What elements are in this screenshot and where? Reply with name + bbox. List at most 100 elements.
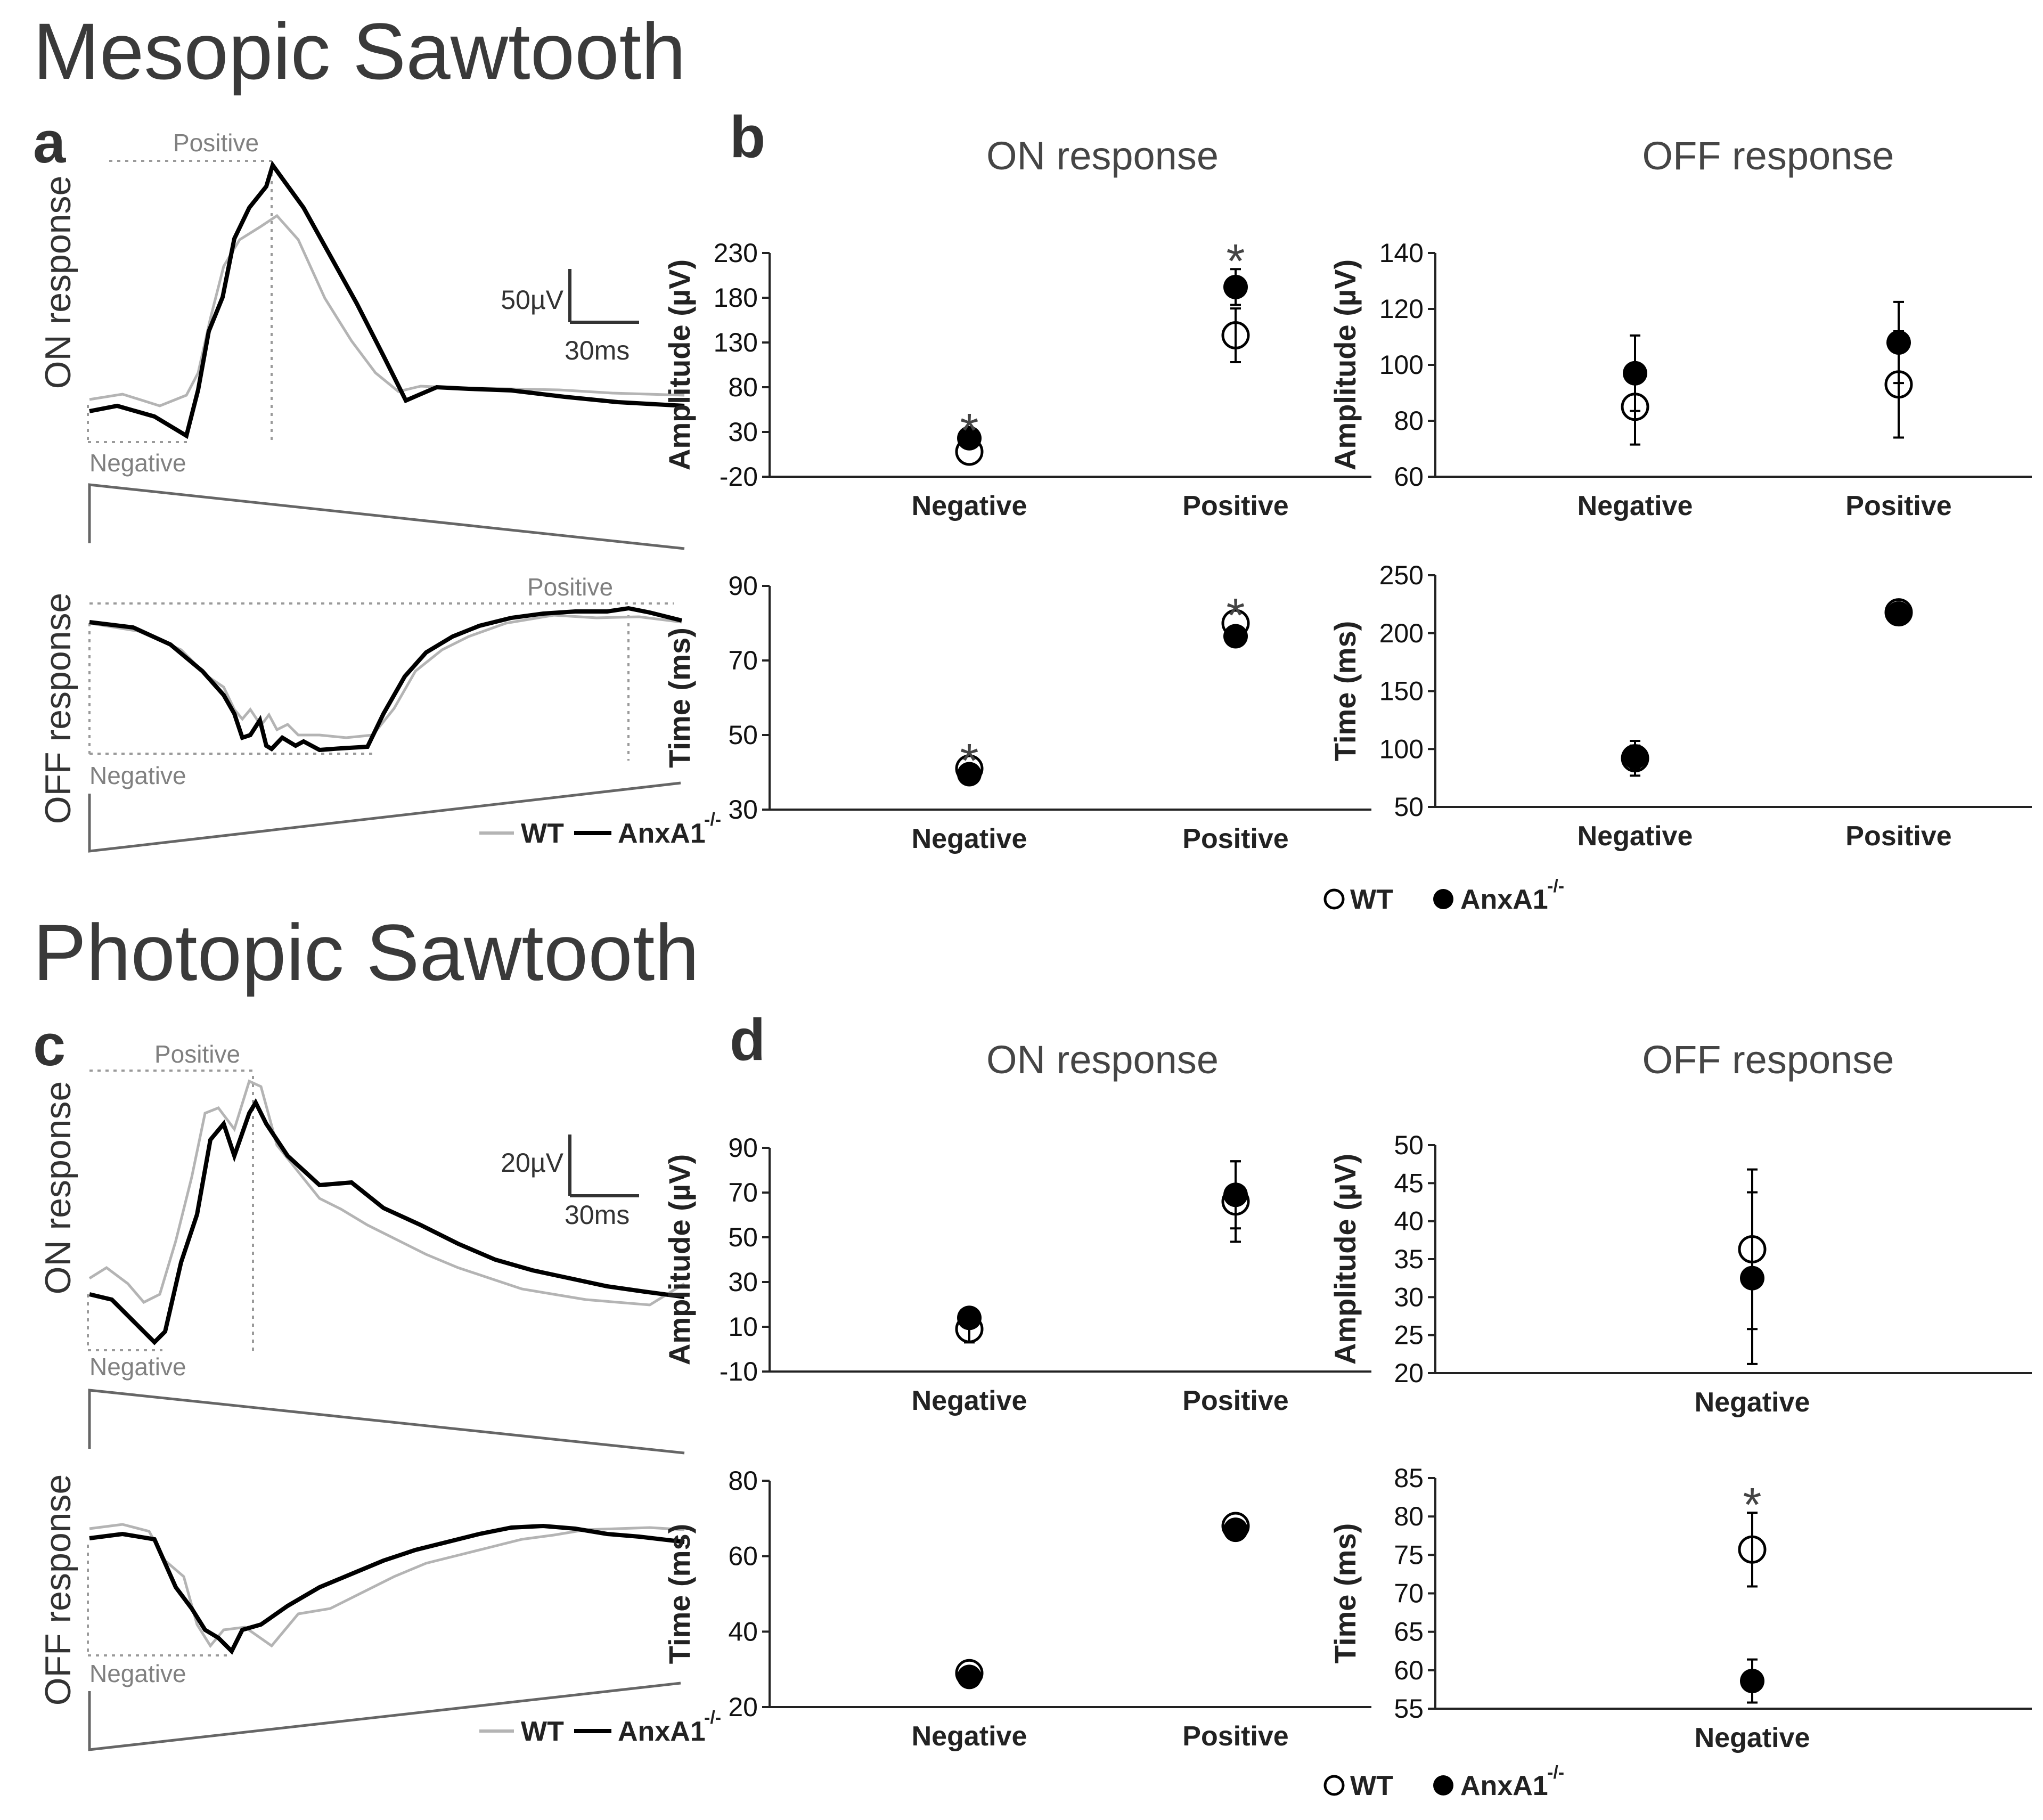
panel-c-on-trace-anxa1	[89, 1098, 685, 1345]
panel-a-off-label: OFF response	[38, 593, 78, 825]
b_on_amp-anxa1-point-1	[1223, 274, 1248, 299]
panel-a-on-trace-wt	[89, 214, 685, 407]
panel-d-legend-wt-marker	[1323, 1775, 1345, 1796]
b_on_time-anxa1-point-1	[1223, 624, 1248, 649]
b_on_amp-significance-1: *	[1226, 235, 1245, 288]
b_on_time-ytick-label-1: 50	[728, 720, 758, 750]
d_off_amp-ytick-label-5: 45	[1394, 1168, 1424, 1198]
b_off_time-xtick-label-0: Negative	[1578, 821, 1693, 852]
panel-d-legend-anxa1-sup: -/-	[1547, 1762, 1564, 1783]
d_off_time-ytick-label-0: 55	[1394, 1694, 1424, 1724]
b_off_time-ytick-label-4: 250	[1379, 560, 1424, 590]
b_off_time-anxa1-point-0	[1623, 745, 1647, 770]
d_on_amp-xtick-label-1: Positive	[1182, 1385, 1288, 1416]
d_off_time-xtick-label-0: Negative	[1695, 1723, 1810, 1753]
b_off_time-ytick-label-0: 50	[1394, 792, 1424, 822]
panel-c-off-label: OFF response	[38, 1474, 78, 1706]
b_off_time-ytick-label-3: 200	[1379, 618, 1424, 648]
section-title-photopic: Photopic Sawtooth	[33, 908, 699, 997]
b_off_amp-ytick-label-4: 140	[1379, 238, 1424, 268]
d_off_amp-ytick-label-0: 20	[1394, 1358, 1424, 1388]
panel-a-off-stimulus-ramp	[88, 781, 681, 853]
b_on_amp-ytick-label-3: 130	[714, 328, 758, 357]
panel-a-on-positive-label: Positive	[173, 129, 259, 157]
chart-d-on-time: Time (ms) 20 40 60 80 Negative Positive	[663, 1466, 1371, 1752]
panel-c-off-negative-label: Negative	[89, 1660, 186, 1687]
d_off_amp-ytick-label-4: 40	[1394, 1206, 1424, 1236]
d_off_amp-anxa1-point-0	[1740, 1266, 1764, 1291]
chart-b-off-time: Time (ms) 50 100 150 200 250 Negative Positive	[1328, 560, 2032, 852]
d_off_amp-ylabel: Amplitude (µV)	[1328, 1154, 1362, 1365]
panel-a-legend-wt: WT	[521, 818, 564, 849]
b_off_amp-ytick-label-0: 60	[1394, 462, 1424, 492]
d_off_amp-title: OFF response	[1642, 1038, 1894, 1082]
panel-b-legend-wt-marker	[1323, 888, 1345, 910]
d_off_time-ytick-label-3: 70	[1394, 1579, 1424, 1609]
d_off_time-ytick-label-6: 85	[1394, 1463, 1424, 1493]
d_off_amp-ytick-label-1: 25	[1394, 1320, 1424, 1350]
panel-a-off-trace-anxa1	[89, 606, 682, 753]
b_on_amp-ytick-label-5: 230	[714, 238, 758, 268]
panel-a-on-negative-label: Negative	[89, 449, 186, 477]
b_on_time-xtick-label-1: Positive	[1182, 823, 1288, 854]
d_on_time-ytick-label-3: 80	[728, 1466, 758, 1496]
d_on_time-ylabel: Time (ms)	[663, 1524, 696, 1664]
b_on_time-ytick-label-0: 30	[728, 795, 758, 825]
d_on_amp-ytick-label-5: 90	[728, 1133, 758, 1163]
panel-c-scale-time: 30ms	[565, 1200, 630, 1230]
panel-letter-c: c	[33, 1013, 66, 1078]
d_on_time-xtick-label-1: Positive	[1182, 1721, 1288, 1752]
d_on_time-anxa1-point-0	[957, 1664, 982, 1690]
d_on_time-ytick-label-0: 20	[728, 1692, 758, 1722]
panel-b-legend-anxa1-sup: -/-	[1547, 876, 1564, 896]
b_off_time-ylabel: Time (ms)	[1328, 621, 1362, 761]
panel-d-marker-legend: WT AnxA1 -/-	[1323, 1762, 1564, 1801]
panel-c-off-stimulus-ramp	[88, 1682, 681, 1751]
panel-b-legend-anxa1: AnxA1	[1460, 884, 1548, 915]
b_off_amp-title: OFF response	[1642, 134, 1894, 178]
panel-a-traces: ON response OFF response Positive Negati…	[38, 129, 721, 853]
d_on_amp-ytick-label-4: 70	[728, 1178, 758, 1207]
panel-a-off-positive-label: Positive	[527, 573, 613, 601]
d_off_amp-ytick-label-3: 35	[1394, 1244, 1424, 1274]
chart-d-on-amplitude: ON response Amplitude (µV) -10 10 30 50 70 90 Ne…	[663, 1038, 1371, 1416]
panel-c-on-stimulus-ramp	[88, 1389, 685, 1455]
panel-a-legend-anxa1: AnxA1	[618, 818, 706, 849]
d_on_amp-anxa1-point-0	[957, 1305, 982, 1331]
panel-c-on-positive-label: Positive	[154, 1040, 240, 1068]
b_off_time-ytick-label-1: 100	[1379, 734, 1424, 764]
d_off_amp-ytick-label-6: 50	[1394, 1130, 1424, 1160]
b_on_time-anxa1-point-0	[957, 762, 982, 787]
d_on_amp-ytick-label-2: 30	[728, 1267, 758, 1297]
panel-a-off-negative-label: Negative	[89, 762, 186, 789]
d_off_time-anxa1-point-0	[1740, 1669, 1764, 1694]
b_off_time-ytick-label-2: 150	[1379, 676, 1424, 706]
b_on_amp-anxa1-point-0	[957, 426, 982, 451]
panel-c-off-trace-wt	[89, 1523, 685, 1648]
b_on_amp-ytick-label-4: 180	[714, 283, 758, 313]
b_off_amp-ytick-label-2: 100	[1379, 350, 1424, 380]
d_on_time-ytick-label-1: 40	[728, 1617, 758, 1646]
b_on_amp-xtick-label-1: Positive	[1182, 491, 1288, 521]
b_on_time-ytick-label-3: 90	[728, 571, 758, 601]
panel-c-on-label: ON response	[38, 1081, 78, 1295]
d_on_time-anxa1-point-1	[1223, 1517, 1248, 1542]
panel-a-scale-amplitude: 50µV	[501, 285, 563, 315]
b_off_time-anxa1-point-1	[1886, 601, 1911, 626]
panel-c-legend-wt: WT	[521, 1716, 564, 1747]
panel-d-legend-anxa1-marker	[1433, 1775, 1453, 1795]
b_on_amp-ytick-label-2: 80	[728, 372, 758, 402]
panel-a-on-stimulus-ramp	[88, 483, 685, 550]
b_on_amp-xtick-label-0: Negative	[912, 491, 1027, 521]
panel-c-on-negative-label: Negative	[89, 1353, 186, 1381]
b_on_amp-ytick-label-0: -20	[720, 462, 758, 492]
panel-c-scale-amplitude: 20µV	[501, 1148, 563, 1178]
chart-d-off-time: Time (ms) 55 60 65 70 75 80 85 Negative *	[1328, 1463, 2032, 1753]
d_off_time-significance-0: *	[1743, 1479, 1761, 1532]
d_on_amp-ytick-label-3: 50	[728, 1222, 758, 1252]
panel-c-traces: ON response OFF response Positive Negati…	[38, 1040, 721, 1751]
chart-b-on-amplitude: ON response Amplitude (µV) -20 30 80 130 180 23…	[663, 134, 1371, 521]
b_on_time-ylabel: Time (ms)	[663, 627, 696, 768]
b_on_amp-ytick-label-1: 30	[728, 417, 758, 447]
d_on_amp-anxa1-point-1	[1223, 1182, 1248, 1207]
